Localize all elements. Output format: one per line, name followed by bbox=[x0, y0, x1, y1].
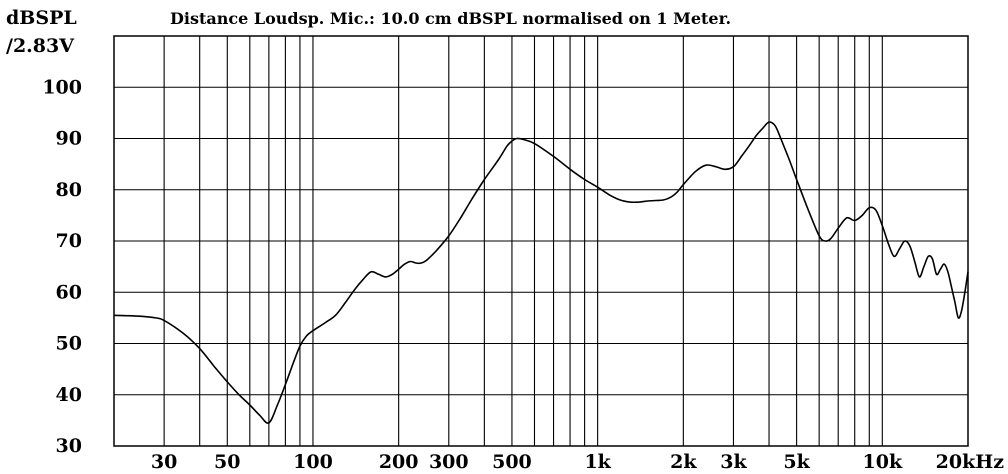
y-tick-label: 30 bbox=[56, 435, 82, 457]
chart-title: Distance Loudsp. Mic.: 10.0 cm dBSPL nor… bbox=[170, 9, 731, 28]
x-tick-label: 5k bbox=[783, 451, 810, 473]
grid-lines bbox=[114, 36, 968, 446]
x-tick-label: 500 bbox=[492, 451, 532, 473]
y-tick-label: 70 bbox=[56, 230, 82, 252]
y-tick-label: 100 bbox=[42, 76, 82, 98]
x-tick-label: 2k bbox=[670, 451, 697, 473]
x-tick-label: 20kHz bbox=[936, 451, 1005, 473]
x-tick-label: 1k bbox=[584, 451, 611, 473]
x-tick-label: 300 bbox=[429, 451, 469, 473]
x-tick-label: 100 bbox=[293, 451, 333, 473]
y-tick-label: 40 bbox=[56, 384, 82, 406]
y-axis-label-voltage: /2.83V bbox=[6, 35, 75, 57]
x-tick-label: 3k bbox=[720, 451, 747, 473]
x-tick-label: 10k bbox=[863, 451, 903, 473]
x-tick-label: 200 bbox=[379, 451, 419, 473]
x-tick-label: 30 bbox=[151, 451, 177, 473]
x-tick-label: 50 bbox=[214, 451, 240, 473]
plot-frame bbox=[113, 35, 969, 447]
y-tick-label: 50 bbox=[56, 333, 82, 355]
x-tick-labels: 30 50 100 200 300 500 1k 2k 3k 5k 10k 20kHz bbox=[151, 451, 1004, 473]
response-curve bbox=[113, 121, 969, 424]
y-tick-label: 60 bbox=[56, 281, 82, 303]
y-tick-label: 80 bbox=[56, 179, 82, 201]
y-tick-label: 90 bbox=[56, 128, 82, 150]
y-tick-labels: 30 40 50 60 70 80 90 100 bbox=[42, 76, 82, 457]
y-axis-label-unit: dBSPL bbox=[6, 7, 77, 29]
